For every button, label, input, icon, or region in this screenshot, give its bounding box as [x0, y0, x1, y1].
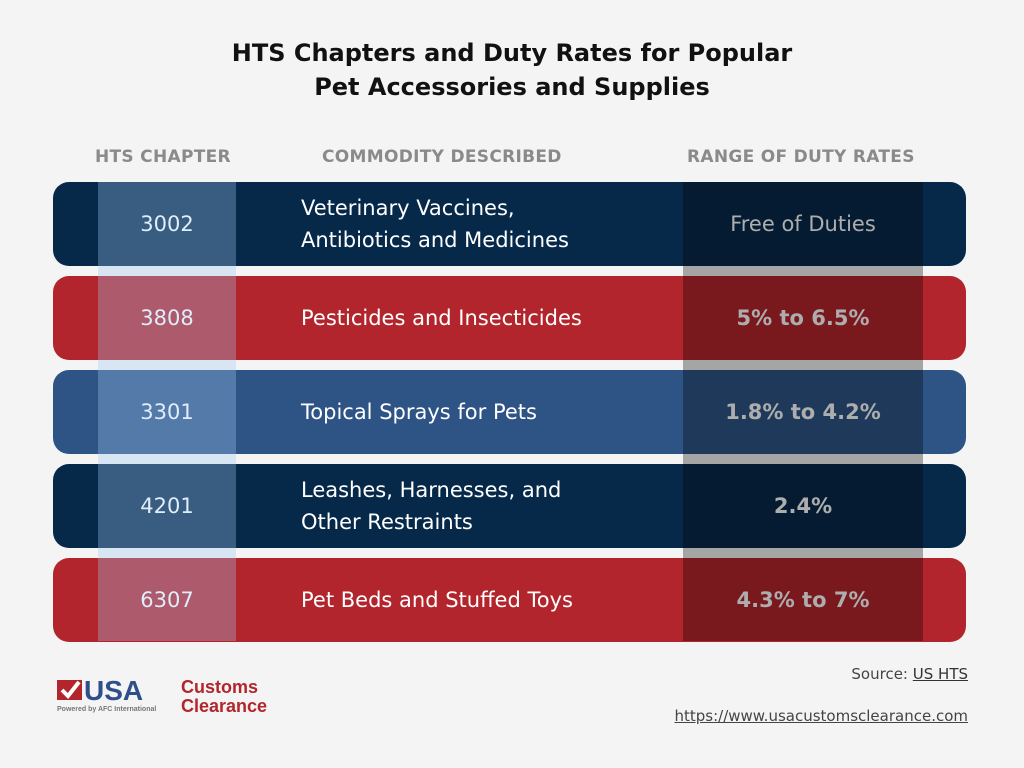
svg-text:Clearance: Clearance — [181, 696, 267, 716]
source-link[interactable]: US HTS — [912, 665, 968, 683]
svg-text:Powered by AFC International: Powered by AFC International — [57, 706, 156, 713]
duty-rate: 4.3% to 7% — [736, 588, 870, 612]
commodity: Leashes, Harnesses, and Other Restraints — [301, 464, 681, 548]
source-label: Source: — [851, 665, 908, 683]
duty-rate: 2.4% — [773, 494, 833, 518]
hts-chapter: 3808 — [140, 306, 194, 330]
title-line-2: Pet Accessories and Supplies — [314, 73, 710, 101]
header-commodity: COMMODITY DESCRIBED — [322, 147, 562, 167]
commodity-line-1: Veterinary Vaccines, — [301, 196, 515, 220]
hts-chapter: 3301 — [140, 400, 194, 424]
svg-text:Customs: Customs — [181, 677, 258, 697]
hts-chapter: 4201 — [140, 494, 194, 518]
usa-customs-clearance-logo: USA Customs Clearance Powered by AFC Int… — [57, 676, 267, 716]
duty-rate: Free of Duties — [730, 212, 876, 236]
commodity-line-1: Leashes, Harnesses, and — [301, 478, 562, 502]
commodity: Topical Sprays for Pets — [301, 370, 681, 454]
commodity-line-1: Pet Beds and Stuffed Toys — [301, 588, 573, 612]
page-title: HTS Chapters and Duty Rates for Popular … — [0, 36, 1024, 104]
hts-chapter: 6307 — [140, 588, 194, 612]
website-link[interactable]: https://www.usacustomsclearance.com — [674, 707, 968, 725]
table-row: 3808 Pesticides and Insecticides 5% to 6… — [53, 276, 966, 360]
hts-chapter: 3002 — [140, 212, 194, 236]
duty-rate: 5% to 6.5% — [736, 306, 870, 330]
commodity: Pet Beds and Stuffed Toys — [301, 558, 681, 642]
header-hts-chapter: HTS CHAPTER — [95, 147, 231, 167]
table-row: 3301 Topical Sprays for Pets 1.8% to 4.2… — [53, 370, 966, 454]
commodity-line-1: Topical Sprays for Pets — [301, 400, 537, 424]
commodity-line-2: Other Restraints — [301, 510, 473, 534]
source-note: Source: US HTS — [851, 665, 968, 683]
table-row: 4201 Leashes, Harnesses, and Other Restra… — [53, 464, 966, 548]
header-duty-range: RANGE OF DUTY RATES — [687, 147, 915, 167]
duty-rate: 1.8% to 4.2% — [725, 400, 881, 424]
commodity-line-2: Antibiotics and Medicines — [301, 228, 569, 252]
table-row: 6307 Pet Beds and Stuffed Toys 4.3% to 7… — [53, 558, 966, 642]
commodity: Pesticides and Insecticides — [301, 276, 681, 360]
svg-text:USA: USA — [84, 676, 143, 706]
title-line-1: HTS Chapters and Duty Rates for Popular — [231, 39, 793, 67]
table-row: 3002 Veterinary Vaccines, Antibiotics and… — [53, 182, 966, 266]
commodity: Veterinary Vaccines, Antibiotics and Medi… — [301, 182, 681, 266]
commodity-line-1: Pesticides and Insecticides — [301, 306, 582, 330]
